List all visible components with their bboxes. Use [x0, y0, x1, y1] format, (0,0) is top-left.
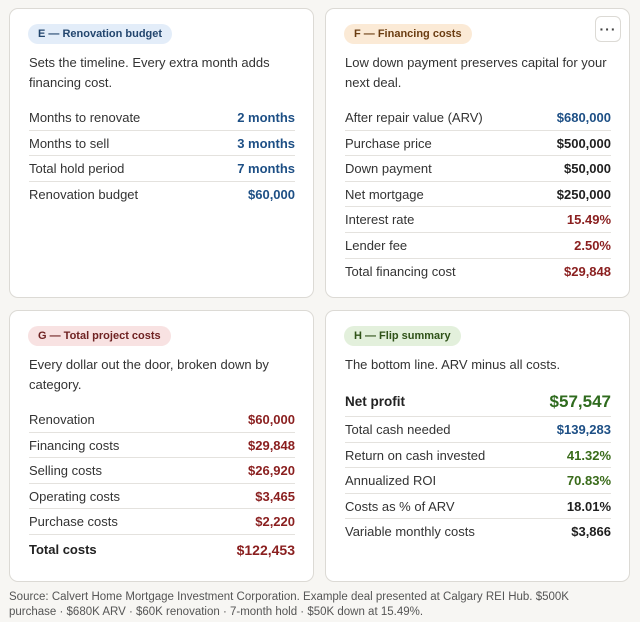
more-options-button[interactable]: ··· [595, 16, 621, 42]
card-description: Every dollar out the door, broken down b… [29, 357, 269, 392]
metric-row: After repair value (ARV) $680,000 [345, 105, 611, 131]
metric-value: $122,453 [236, 541, 295, 558]
renovation-budget-card: E — Renovation budget Sets the timeline.… [9, 8, 314, 298]
metric-label: Return on cash invested [345, 447, 486, 463]
metric-label: Variable monthly costs [345, 524, 475, 540]
metric-value: 15.49% [566, 212, 611, 228]
metric-label: Purchase costs [29, 514, 118, 530]
metric-value: $29,848 [248, 437, 295, 453]
metric-row: Months to sell 3 months [29, 131, 295, 157]
metric-value: $250,000 [556, 186, 611, 202]
metrics-list: Months to renovate 2 months Months to se… [29, 105, 295, 207]
total-project-costs-card: G — Total project costs Every dollar out… [9, 310, 314, 582]
metric-label: Renovation budget [29, 186, 139, 202]
metric-value: $3,866 [571, 524, 611, 540]
metric-label: Months to renovate [29, 110, 141, 125]
metric-value: $680,000 [556, 110, 611, 125]
card-description: Low down payment preserves capital for y… [345, 55, 607, 90]
metric-row: Renovation $60,000 [29, 407, 295, 433]
metrics-list: After repair value (ARV) $680,000 Purcha… [345, 105, 611, 284]
metric-label: Operating costs [29, 488, 121, 504]
metric-row: Months to renovate 2 months [29, 105, 295, 131]
metrics-list: Renovation $60,000 Financing costs $29,8… [29, 407, 295, 565]
metric-row: Annualized ROI 70.83% [345, 468, 611, 494]
metric-label: After repair value (ARV) [345, 110, 483, 125]
metric-row: Total financing cost $29,848 [345, 259, 611, 285]
card-badge: G — Total project costs [28, 326, 171, 346]
card-description: Sets the timeline. Every extra month add… [29, 55, 270, 90]
total-row: Total costs $122,453 [29, 535, 295, 565]
metrics-list: Net profit $57,547 Total cash needed $13… [345, 387, 611, 545]
metric-value: 2 months [237, 110, 295, 125]
metric-row: Net mortgage $250,000 [345, 182, 611, 208]
metric-label: Annualized ROI [345, 473, 437, 489]
source-note: Source: Calvert Home Mortgage Investment… [9, 591, 569, 618]
metric-row: Purchase price $500,000 [345, 131, 611, 157]
card-description: The bottom line. ARV minus all costs. [345, 357, 561, 372]
metric-row: Purchase costs $2,220 [29, 509, 295, 535]
metric-row: Lender fee 2.50% [345, 233, 611, 259]
metric-row: Total cash needed $139,283 [345, 417, 611, 443]
metric-label: Financing costs [29, 437, 120, 453]
metric-value: $50,000 [564, 161, 611, 177]
metric-value: $60,000 [248, 186, 295, 202]
net-profit-row: Net profit $57,547 [345, 387, 611, 417]
metric-label: Lender fee [345, 237, 408, 253]
metric-value: $500,000 [556, 135, 611, 151]
metric-value: 2.50% [574, 237, 611, 253]
metric-value: 41.32% [566, 447, 611, 463]
card-badge: F — Financing costs [344, 24, 472, 44]
metric-row: Renovation budget $60,000 [29, 182, 295, 208]
metric-value: $3,465 [255, 488, 295, 504]
metric-row: Selling costs $26,920 [29, 458, 295, 484]
metric-row: Interest rate 15.49% [345, 207, 611, 233]
metric-value: 3 months [237, 135, 295, 151]
metric-value: $2,220 [255, 514, 295, 530]
metric-value: $57,547 [549, 392, 611, 411]
metric-row: Down payment $50,000 [345, 156, 611, 182]
metric-label: Total cash needed [345, 422, 451, 437]
metric-label: Costs as % of ARV [345, 498, 455, 514]
metric-row: Operating costs $3,465 [29, 484, 295, 510]
metric-label: Purchase price [345, 135, 432, 151]
metric-label: Total hold period [29, 161, 125, 177]
metric-label: Selling costs [29, 463, 102, 479]
metric-value: 18.01% [566, 498, 611, 514]
metric-value: $60,000 [248, 412, 295, 427]
flip-summary-card: H — Flip summary The bottom line. ARV mi… [325, 310, 630, 582]
financing-costs-card: F — Financing costs ··· Low down payment… [325, 8, 630, 298]
card-badge: E — Renovation budget [28, 24, 173, 44]
metric-label: Total financing cost [345, 263, 456, 279]
metric-row: Financing costs $29,848 [29, 433, 295, 459]
metric-value: $29,848 [564, 263, 611, 279]
metric-row: Costs as % of ARV 18.01% [345, 494, 611, 520]
metric-label: Net mortgage [345, 186, 424, 202]
metric-value: 7 months [237, 161, 295, 177]
card-badge: H — Flip summary [344, 326, 461, 346]
metric-label: Renovation [29, 412, 95, 427]
metric-label: Total costs [29, 541, 97, 557]
metric-value: $26,920 [248, 463, 295, 479]
metric-label: Down payment [345, 161, 432, 177]
metric-label: Interest rate [345, 212, 415, 228]
metric-label: Months to sell [29, 135, 110, 151]
metric-row: Return on cash invested 41.32% [345, 443, 611, 469]
metric-row: Variable monthly costs $3,866 [345, 519, 611, 545]
metric-value: 70.83% [566, 473, 611, 489]
metric-label: Net profit [345, 394, 405, 409]
metric-value: $139,283 [556, 422, 611, 437]
metric-row: Total hold period 7 months [29, 156, 295, 182]
